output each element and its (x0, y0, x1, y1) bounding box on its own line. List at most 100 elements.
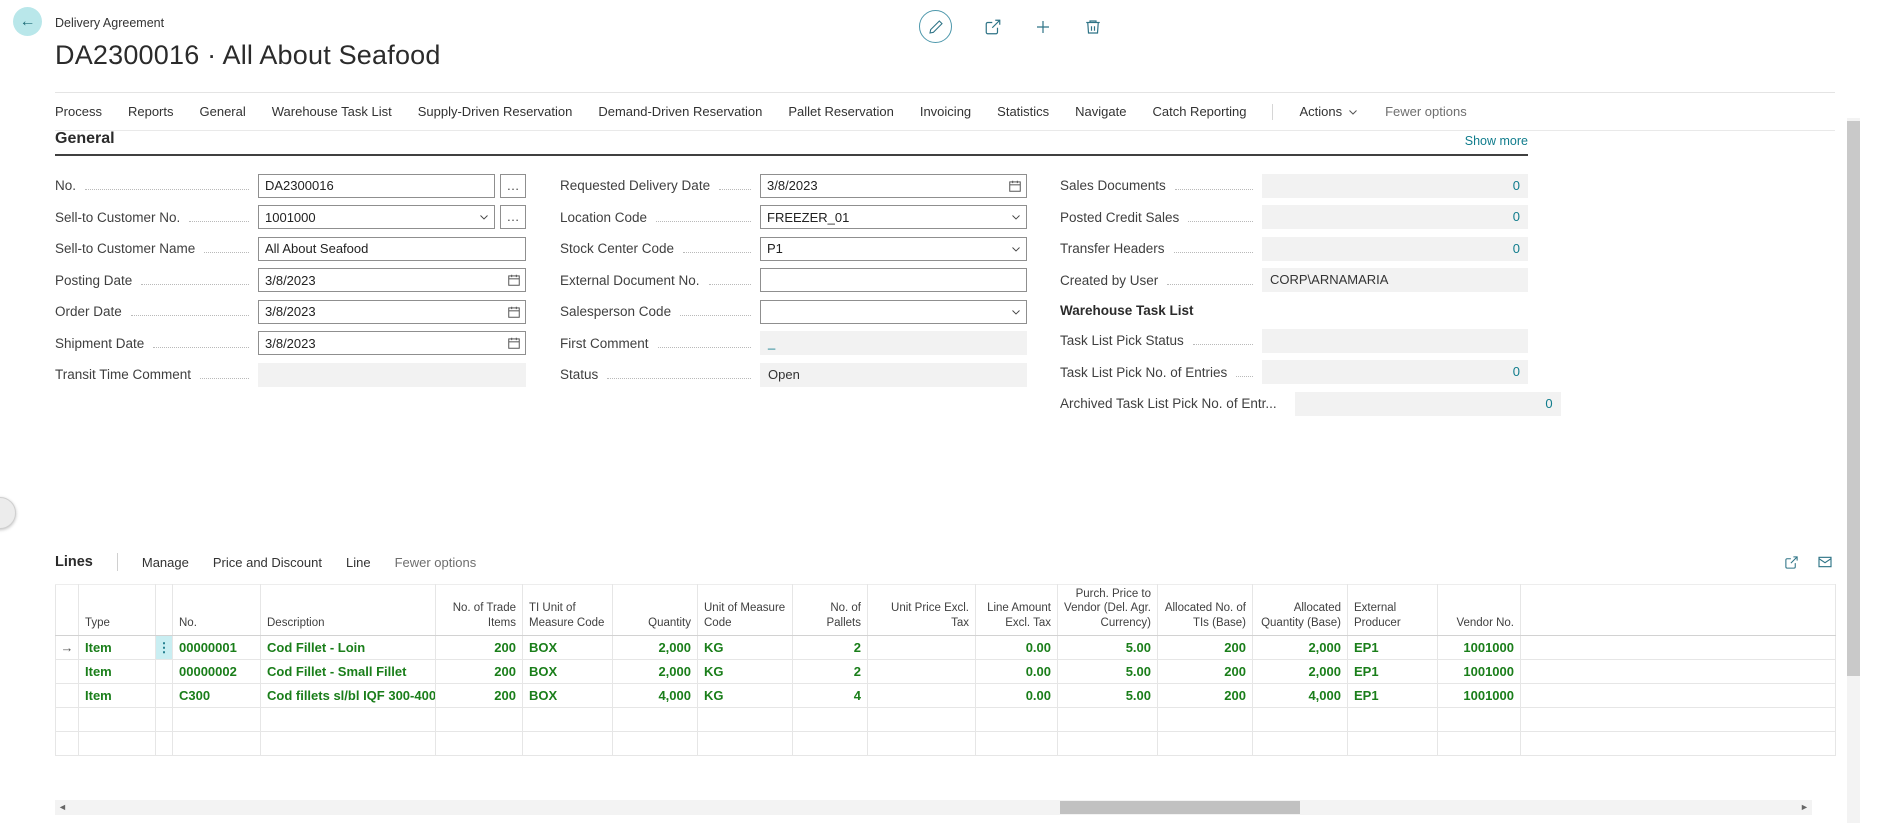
empty-cell[interactable] (1253, 708, 1348, 732)
empty-cell[interactable] (261, 732, 436, 756)
column-header-purch-price-to-vendor-del-agr-currency[interactable]: Purch. Price to Vendor (Del. Agr. Curren… (1058, 585, 1158, 636)
cell-description[interactable]: Cod Fillet - Loin (261, 636, 436, 660)
cell-no-of-trade-items[interactable]: 200 (436, 684, 523, 708)
cell-unit-price-excl-tax[interactable] (868, 684, 976, 708)
chevron-down-icon[interactable] (1010, 211, 1022, 223)
task-list-pick-no-of-entries-value[interactable]: 0 (1262, 360, 1528, 384)
empty-cell[interactable] (56, 732, 79, 756)
column-header-description[interactable]: Description (261, 585, 436, 636)
empty-cell[interactable] (523, 708, 613, 732)
share-button[interactable] (980, 14, 1006, 40)
calendar-icon[interactable] (507, 305, 521, 319)
salesperson-code-input[interactable] (760, 300, 1027, 324)
cell-allocated-no-of-tis-base[interactable]: 200 (1158, 684, 1253, 708)
cell-type[interactable]: Item (79, 684, 156, 708)
sales-documents-value[interactable]: 0 (1262, 174, 1528, 198)
scroll-left-arrow-icon[interactable]: ◄ (55, 800, 70, 815)
cell-quantity[interactable]: 2,000 (613, 636, 698, 660)
empty-cell[interactable] (173, 732, 261, 756)
cell-no-of-pallets[interactable]: 2 (793, 636, 868, 660)
lines-share-button[interactable] (1782, 552, 1801, 572)
empty-cell[interactable] (1438, 732, 1521, 756)
empty-cell[interactable] (976, 708, 1058, 732)
column-header-vendor-no[interactable]: Vendor No. (1438, 585, 1521, 636)
column-header-no-of-pallets[interactable]: No. of Pallets (793, 585, 868, 636)
column-header-quantity[interactable]: Quantity (613, 585, 698, 636)
external-document-no-input[interactable] (760, 268, 1027, 292)
empty-cell[interactable] (976, 732, 1058, 756)
empty-cell[interactable] (79, 732, 156, 756)
action-item-demand-driven-reservation[interactable]: Demand-Driven Reservation (598, 104, 762, 119)
cell-no-of-trade-items[interactable]: 200 (436, 636, 523, 660)
cell-vendor-no[interactable]: 1001000 (1438, 660, 1521, 684)
empty-cell[interactable] (793, 732, 868, 756)
action-item-navigate[interactable]: Navigate (1075, 104, 1126, 119)
cell-description[interactable]: Cod fillets sl/bl IQF 300-400 ... (261, 684, 436, 708)
empty-cell[interactable] (613, 732, 698, 756)
empty-cell[interactable] (173, 708, 261, 732)
cell-no-of-pallets[interactable]: 2 (793, 660, 868, 684)
calendar-icon[interactable] (507, 336, 521, 350)
lines-heading[interactable]: Lines (55, 554, 93, 570)
new-button[interactable] (1030, 14, 1056, 40)
sell-to-customer-no-assist-button[interactable]: … (500, 205, 526, 229)
stock-center-code-input[interactable] (760, 237, 1027, 261)
row-selector-cell[interactable]: → (56, 636, 79, 660)
empty-table-row[interactable] (56, 732, 1836, 756)
chevron-down-icon[interactable] (1010, 243, 1022, 255)
edit-button[interactable] (915, 6, 956, 47)
empty-cell[interactable] (156, 732, 173, 756)
cell-no[interactable]: 00000001 (173, 636, 261, 660)
action-item-warehouse-task-list[interactable]: Warehouse Task List (272, 104, 392, 119)
sell-to-customer-name-input[interactable] (258, 237, 526, 261)
cell-line-amount-excl-tax[interactable]: 0.00 (976, 660, 1058, 684)
transfer-headers-value[interactable]: 0 (1262, 237, 1528, 261)
column-header-ti-unit-of-measure-code[interactable]: TI Unit of Measure Code (523, 585, 613, 636)
row-menu-cell[interactable] (156, 660, 173, 684)
cell-vendor-no[interactable]: 1001000 (1438, 684, 1521, 708)
no-assist-button[interactable]: … (500, 174, 526, 198)
fewer-options-link[interactable]: Fewer options (1385, 104, 1467, 119)
empty-cell[interactable] (1521, 732, 1836, 756)
table-row[interactable]: →Item⋮00000001Cod Fillet - Loin200BOX2,0… (56, 636, 1836, 660)
lines-mail-button[interactable] (1815, 552, 1835, 572)
empty-cell[interactable] (868, 732, 976, 756)
empty-cell[interactable] (156, 708, 173, 732)
empty-cell[interactable] (698, 708, 793, 732)
delete-button[interactable] (1080, 14, 1106, 40)
column-header-unit-of-measure-code[interactable]: Unit of Measure Code (698, 585, 793, 636)
cell-filler[interactable] (1521, 636, 1836, 660)
cell-no-of-pallets[interactable]: 4 (793, 684, 868, 708)
column-header-line-amount-excl-tax[interactable]: Line Amount Excl. Tax (976, 585, 1058, 636)
empty-cell[interactable] (1058, 732, 1158, 756)
horizontal-scrollbar-thumb[interactable] (1060, 801, 1300, 814)
empty-cell[interactable] (79, 708, 156, 732)
empty-cell[interactable] (1158, 708, 1253, 732)
empty-cell[interactable] (1521, 708, 1836, 732)
cell-no[interactable]: C300 (173, 684, 261, 708)
cell-quantity[interactable]: 2,000 (613, 660, 698, 684)
empty-cell[interactable] (523, 732, 613, 756)
action-item-supply-driven-reservation[interactable]: Supply-Driven Reservation (418, 104, 573, 119)
column-header-allocated-no-of-tis-base[interactable]: Allocated No. of TIs (Base) (1158, 585, 1253, 636)
row-selector-cell[interactable] (56, 684, 79, 708)
lines-fewer-options-link[interactable]: Fewer options (395, 555, 477, 570)
column-header-external-producer[interactable]: External Producer (1348, 585, 1438, 636)
cell-unit-of-measure-code[interactable]: KG (698, 660, 793, 684)
cell-allocated-no-of-tis-base[interactable]: 200 (1158, 636, 1253, 660)
cell-filler[interactable] (1521, 684, 1836, 708)
requested-delivery-date-input[interactable] (760, 174, 1027, 198)
cell-unit-of-measure-code[interactable]: KG (698, 684, 793, 708)
cell-vendor-no[interactable]: 1001000 (1438, 636, 1521, 660)
cell-unit-price-excl-tax[interactable] (868, 660, 976, 684)
row-selector-cell[interactable] (56, 660, 79, 684)
cell-no[interactable]: 00000002 (173, 660, 261, 684)
cell-external-producer[interactable]: EP1 (1348, 660, 1438, 684)
empty-cell[interactable] (261, 708, 436, 732)
table-row[interactable]: Item00000002Cod Fillet - Small Fillet200… (56, 660, 1836, 684)
shipment-date-input[interactable] (258, 331, 526, 355)
cell-allocated-quantity-base[interactable]: 4,000 (1253, 684, 1348, 708)
column-header-allocated-quantity-base[interactable]: Allocated Quantity (Base) (1253, 585, 1348, 636)
empty-cell[interactable] (1158, 732, 1253, 756)
cell-purch-price-to-vendor-del-agr-currency[interactable]: 5.00 (1058, 660, 1158, 684)
